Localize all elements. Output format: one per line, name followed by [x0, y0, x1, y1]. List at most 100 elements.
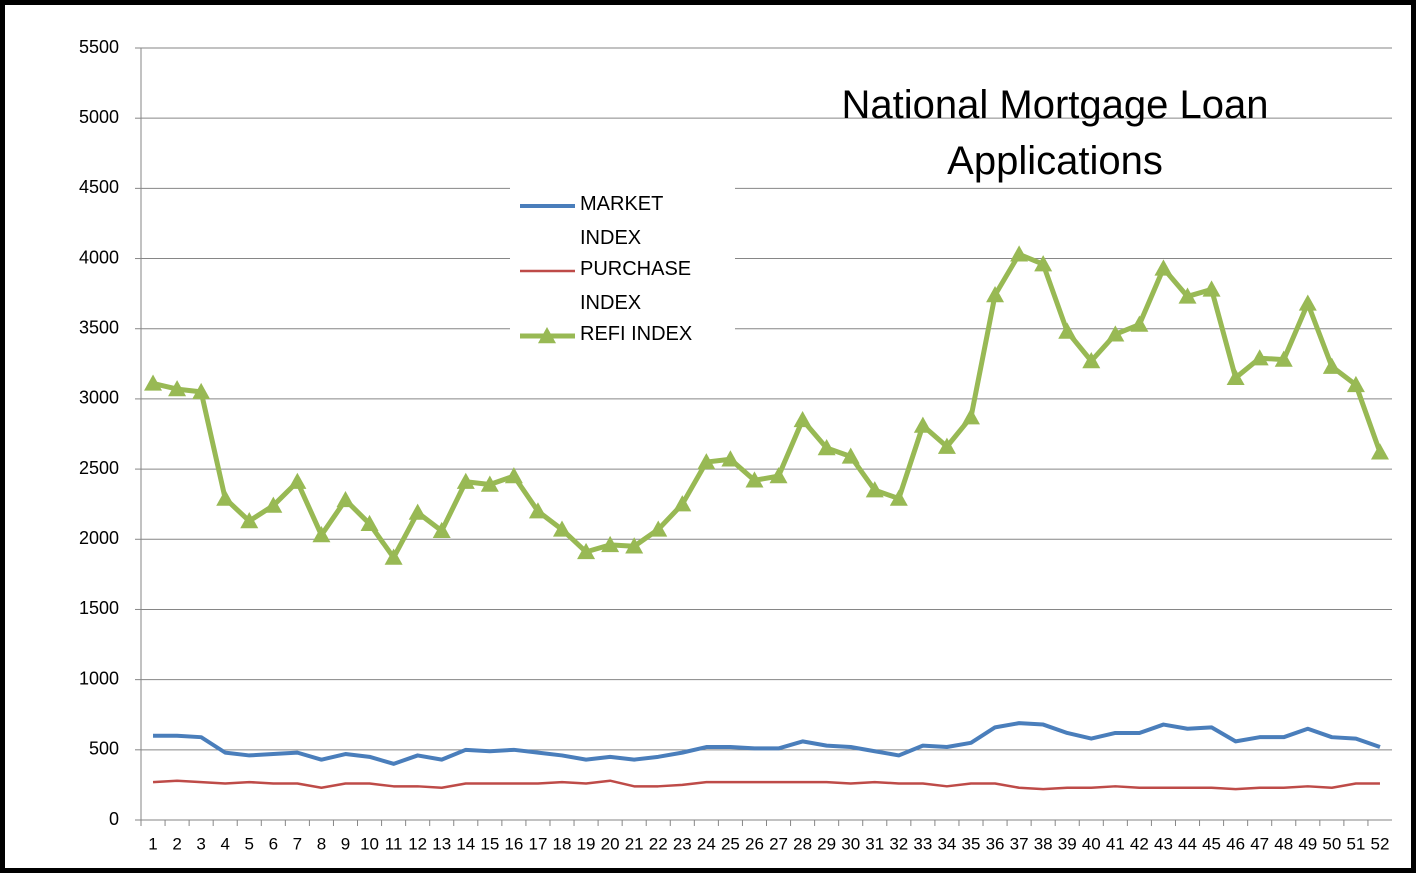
marker — [1106, 325, 1125, 342]
x-tick-label: 18 — [553, 834, 572, 853]
marker — [865, 481, 884, 498]
y-tick-label: 0 — [109, 809, 119, 829]
marker — [1298, 294, 1317, 311]
series-line — [152, 779, 1380, 791]
x-tick-label: 11 — [385, 834, 403, 853]
legend-label: REFI INDEX — [580, 323, 693, 345]
x-tick-label: 52 — [1371, 834, 1390, 853]
x-tick-label: 27 — [769, 834, 788, 853]
plot: 0 500 1000 1500 2000 2500 3000 3500 4000 4500 5000… — [79, 37, 1392, 853]
marker — [1250, 349, 1269, 366]
x-tick-label: 3 — [196, 834, 205, 853]
y-tick-label: 500 — [89, 739, 119, 759]
marker — [1058, 322, 1077, 339]
x-tick-label: 19 — [577, 834, 596, 853]
x-tick-label: 45 — [1202, 834, 1221, 853]
chart-title: National Mortgage Loan Applications — [841, 83, 1269, 183]
marker — [937, 437, 956, 454]
legend-label: PURCHASE INDEX — [580, 258, 692, 314]
x-tick-label: 8 — [317, 834, 326, 853]
marker — [1226, 368, 1245, 386]
x-tick-label: 22 — [649, 834, 668, 853]
x-tick-label: 17 — [528, 834, 547, 853]
marker — [336, 490, 355, 508]
marker — [1082, 352, 1101, 369]
legend-item: PURCHASE INDEX — [510, 252, 735, 314]
x-tick-label: 44 — [1178, 834, 1197, 853]
marker — [528, 502, 547, 519]
marker — [769, 467, 788, 484]
x-tick-label: 14 — [456, 834, 475, 853]
x-tick-label: 13 — [432, 834, 451, 853]
x-tick-label: 7 — [293, 834, 302, 853]
x-tick-label: 10 — [360, 834, 379, 853]
marker — [480, 475, 499, 492]
y-tick-label: 2500 — [79, 458, 119, 478]
x-tick-label: 43 — [1154, 834, 1173, 853]
x-tick-label: 24 — [697, 834, 716, 853]
x-tick-label: 40 — [1082, 834, 1101, 853]
x-tick-label: 23 — [673, 834, 692, 853]
x-tick-label: 20 — [601, 834, 620, 853]
marker — [841, 447, 860, 464]
marker — [793, 410, 812, 428]
legend-symbol — [520, 269, 575, 273]
marker — [1130, 315, 1149, 332]
x-tick-label: 51 — [1346, 834, 1365, 853]
x-tick-label: 33 — [913, 834, 932, 853]
x-tick-label: 34 — [937, 834, 956, 853]
x-tick-label: 6 — [269, 834, 278, 853]
legend-label: MARKET INDEX — [580, 193, 663, 249]
x-tick-label: 28 — [793, 834, 812, 853]
x-tick-label: 5 — [245, 834, 254, 853]
marker — [432, 521, 451, 539]
x-tick-label: 4 — [220, 834, 229, 853]
marker — [360, 514, 379, 532]
marker — [1178, 287, 1197, 304]
marker — [745, 471, 764, 488]
x-tick-label: 25 — [721, 834, 740, 853]
legend-symbol — [520, 204, 575, 208]
x-tick-label: 21 — [625, 834, 644, 853]
marker — [384, 548, 403, 565]
marker — [312, 526, 331, 543]
marker — [264, 496, 283, 513]
y-tick-label: 5000 — [79, 107, 119, 127]
marker — [649, 520, 668, 537]
x-tick-label: 15 — [480, 834, 499, 853]
y-tick-label: 5500 — [79, 37, 119, 57]
x-tick-label: 26 — [745, 834, 764, 853]
marker — [1322, 357, 1341, 374]
x-tick-label: 1 — [148, 834, 157, 853]
legend-item: REFI INDEX — [510, 317, 735, 377]
marker — [192, 382, 211, 400]
y-tick-label: 4000 — [79, 247, 119, 267]
marker — [1346, 375, 1365, 393]
legend-item: MARKET INDEX — [510, 187, 735, 249]
x-tick-label: 16 — [504, 834, 523, 853]
marker — [817, 439, 836, 456]
marker — [216, 489, 235, 506]
x-tick-label: 39 — [1058, 834, 1077, 853]
y-tick-label: 3500 — [79, 317, 119, 337]
legend: MARKET INDEX PURCHASE INDEX REFI INDEX — [510, 187, 735, 357]
marker — [144, 374, 163, 391]
marker — [697, 453, 716, 470]
marker — [986, 286, 1005, 303]
marker — [1202, 280, 1221, 297]
marker — [456, 472, 475, 489]
marker — [1034, 255, 1053, 272]
marker — [601, 535, 620, 553]
x-tick-label: 50 — [1322, 834, 1341, 853]
x-tick-label: 32 — [889, 834, 908, 853]
series-line — [153, 721, 1381, 766]
marker — [1274, 350, 1293, 367]
x-tick-label: 37 — [1010, 834, 1029, 853]
x-tick-label: 35 — [962, 834, 981, 853]
marker — [673, 495, 692, 512]
marker — [889, 489, 908, 506]
x-tick-label: 30 — [841, 834, 860, 853]
marker — [1370, 443, 1389, 460]
marker — [913, 416, 932, 433]
